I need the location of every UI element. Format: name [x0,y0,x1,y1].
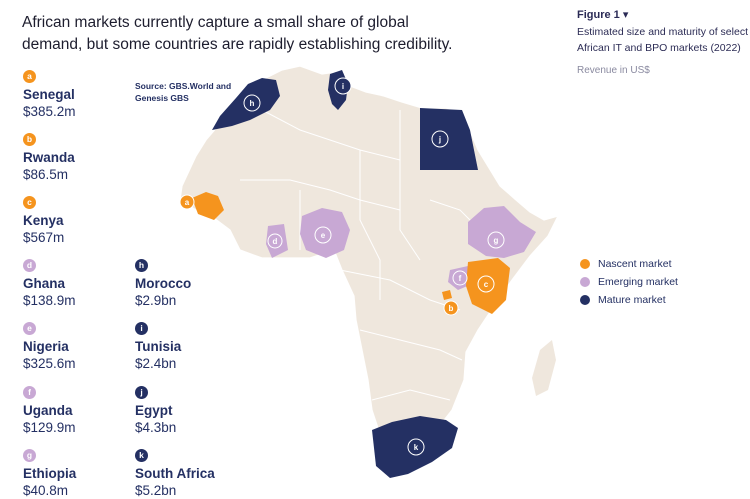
market-name: Kenya [23,213,64,228]
marker-a: a [179,194,195,210]
badge-e: e [23,322,36,335]
market-entry-nigeria: e Nigeria $325.6m [23,318,143,372]
svg-text:f: f [459,274,462,283]
marker-b: b [443,300,459,316]
svg-text:j: j [438,135,441,144]
map-markers: h i j a d e g f c b k [179,77,505,456]
svg-text:c: c [484,280,489,289]
legend-mature: Mature market [580,291,678,309]
market-entry-rwanda: b Rwanda $86.5m [23,129,143,183]
market-entry-ghana: d Ghana $138.9m [23,255,143,309]
marker-f: f [452,270,468,286]
market-entry-kenya: c Kenya $567m [23,192,143,246]
svg-text:h: h [250,99,255,108]
legend-dot-mature [580,295,590,305]
market-entry-tunisia: i Tunisia $2.4bn [135,318,255,372]
market-name: South Africa [135,466,215,481]
market-revenue: $5.2bn [135,483,177,498]
svg-text:k: k [414,443,419,452]
market-name: Tunisia [135,339,182,354]
badge-k: k [135,449,148,462]
svg-text:i: i [342,82,344,91]
legend-emerging: Emerging market [580,273,678,291]
legend-label: Nascent market [598,258,672,270]
marker-h: h [243,94,261,112]
legend-nascent: Nascent market [580,255,678,273]
badge-h: h [135,259,148,272]
map-ethiopia [468,206,536,258]
market-name: Senegal [23,87,75,102]
legend-label: Emerging market [598,276,678,288]
market-name: Uganda [23,403,73,418]
source-note: Source: GBS.World and Genesis GBS [135,81,232,103]
market-name: Ethiopia [23,466,77,481]
figure-caption: Figure 1 ▾ Estimated size and maturity o… [577,8,749,76]
market-revenue: $86.5m [23,167,69,182]
marker-g: g [487,231,505,249]
badge-f: f [23,386,36,399]
badge-g: g [23,449,36,462]
madagascar [532,340,556,396]
market-name: Rwanda [23,150,75,165]
marker-c: c [477,275,495,293]
svg-text:b: b [449,304,454,313]
market-revenue: $567m [23,230,65,245]
badge-c: c [23,196,36,209]
market-revenue: $2.4bn [135,356,177,371]
market-entry-morocco: h Morocco $2.9bn [135,255,255,309]
svg-text:a: a [185,198,190,207]
figure-subtitle: Estimated size and maturity of select Af… [577,26,748,54]
market-name: Egypt [135,403,173,418]
marker-i: i [334,77,352,95]
figure-label[interactable]: Figure 1 ▾ [577,9,629,21]
figure-unit: Revenue in US$ [577,65,650,76]
map-senegal [192,192,224,220]
legend-dot-nascent [580,259,590,269]
market-entry-south-africa: k South Africa $5.2bn [135,445,255,499]
badge-i: i [135,322,148,335]
legend-dot-emerging [580,277,590,287]
market-entry-uganda: f Uganda $129.9m [23,382,143,436]
svg-text:d: d [273,237,278,246]
market-revenue: $325.6m [23,356,76,371]
market-entry-senegal: a Senegal $385.2m [23,66,143,120]
badge-a: a [23,70,36,83]
marker-d: d [267,233,283,249]
market-name: Nigeria [23,339,69,354]
map-egypt [420,108,478,170]
badge-b: b [23,133,36,146]
market-name: Ghana [23,276,66,291]
legend-label: Mature market [598,294,666,306]
market-revenue: $4.3bn [135,420,177,435]
market-revenue: $2.9bn [135,293,177,308]
market-revenue: $40.8m [23,483,69,498]
marker-k: k [407,438,425,456]
market-name: Morocco [135,276,192,291]
marker-e: e [314,226,332,244]
market-revenue: $129.9m [23,420,76,435]
headline: African markets currently capture a smal… [22,14,453,53]
svg-text:g: g [494,236,499,245]
marker-j: j [431,130,449,148]
market-revenue: $385.2m [23,104,76,119]
svg-text:e: e [321,231,326,240]
badge-j: j [135,386,148,399]
market-entry-egypt: j Egypt $4.3bn [135,382,255,436]
map-legend: Nascent market Emerging market Mature ma… [580,255,678,309]
badge-d: d [23,259,36,272]
market-revenue: $138.9m [23,293,76,308]
market-entry-ethiopia: g Ethiopia $40.8m [23,445,143,499]
map-rwanda [442,290,452,300]
